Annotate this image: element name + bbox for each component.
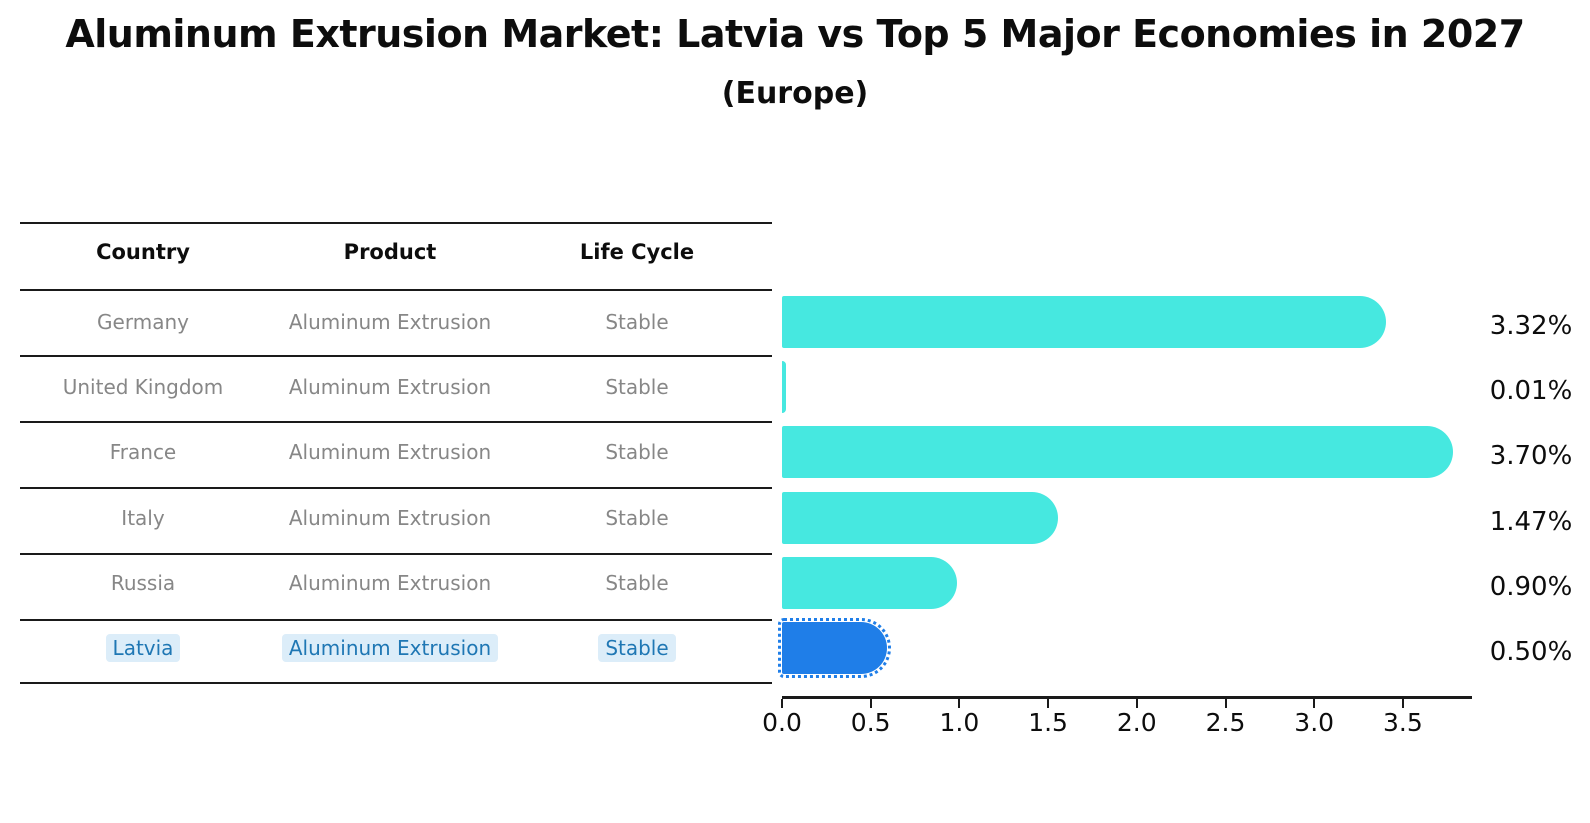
- cell-country: Latvia: [20, 632, 266, 664]
- cell-country: Germany: [97, 310, 189, 334]
- x-axis-tick: [1401, 699, 1404, 708]
- column-header-country: Country: [96, 240, 190, 264]
- chart-title: Aluminum Extrusion Market: Latvia vs Top…: [65, 12, 1525, 56]
- x-axis-tick-label: 0.5: [850, 708, 891, 737]
- cell-life-cycle: Stable: [514, 632, 760, 664]
- bar-value-label-france: 3.70%: [1489, 441, 1573, 472]
- highlighted-country-text: Latvia: [105, 634, 181, 662]
- chart-subtitle: (Europe): [721, 76, 869, 111]
- cell-life-cycle: Stable: [605, 310, 669, 334]
- table-row-russia: Russia Aluminum Extrusion Stable: [20, 567, 772, 599]
- table-row-divider: [20, 553, 772, 555]
- x-axis-tick: [1135, 699, 1138, 708]
- x-axis-tick-label: 3.0: [1294, 708, 1335, 737]
- x-axis-tick-label: 2.5: [1205, 708, 1246, 737]
- x-axis-tick-label: 3.5: [1383, 708, 1423, 737]
- x-axis-tick-label: 0.0: [762, 708, 802, 737]
- x-axis-tick: [958, 699, 961, 708]
- highlighted-life-cycle-text: Stable: [598, 634, 676, 662]
- table-row-divider: [20, 487, 772, 489]
- x-axis-line: [782, 696, 1472, 699]
- cell-product: Aluminum Extrusion: [288, 506, 492, 530]
- bar-united-kingdom: [782, 361, 786, 414]
- bar-italy: [782, 491, 1059, 544]
- bar-value-label-united-kingdom: 0.01%: [1489, 376, 1573, 407]
- country-table: Country Product Life Cycle Germany Alumi…: [20, 222, 772, 684]
- table-row-divider: [20, 355, 772, 357]
- table-row-united-kingdom: United Kingdom Aluminum Extrusion Stable: [20, 371, 772, 403]
- table-row-italy: Italy Aluminum Extrusion Stable: [20, 502, 772, 534]
- bar-value-label-italy: 1.47%: [1489, 506, 1573, 537]
- cell-life-cycle: Stable: [605, 506, 669, 530]
- bar-value-label-germany: 3.32%: [1489, 311, 1573, 341]
- table-row-germany: Germany Aluminum Extrusion Stable: [20, 306, 772, 338]
- x-axis-tick-label: 2.0: [1116, 708, 1157, 737]
- table-row-divider: [20, 619, 772, 621]
- cell-life-cycle: Stable: [605, 571, 669, 595]
- x-axis-tick: [1047, 699, 1050, 708]
- bar-value-label-russia: 0.90%: [1489, 571, 1573, 602]
- highlighted-product-text: Aluminum Extrusion: [281, 634, 499, 662]
- bar-latvia-highlighted: [778, 618, 891, 678]
- cell-country: United Kingdom: [62, 375, 224, 399]
- cell-product: Aluminum Extrusion: [288, 440, 492, 464]
- cell-product: Aluminum Extrusion: [288, 310, 492, 334]
- cell-product: Aluminum Extrusion: [288, 571, 492, 595]
- x-axis-tick: [1224, 699, 1227, 708]
- bar-value-label-latvia: 0.50%: [1489, 637, 1573, 667]
- bar-russia: [782, 556, 958, 609]
- x-axis-tick: [869, 699, 872, 708]
- table-header-row: Country Product Life Cycle: [20, 236, 772, 268]
- column-header-product: Product: [343, 240, 437, 264]
- bar-germany: [782, 296, 1386, 348]
- table-border-top: [20, 222, 772, 224]
- cell-product: Aluminum Extrusion: [288, 375, 492, 399]
- x-axis-tick-label: 1.5: [1028, 708, 1068, 737]
- cell-life-cycle: Stable: [605, 440, 669, 464]
- table-header-divider: [20, 289, 772, 291]
- bar-france: [782, 426, 1453, 479]
- x-axis-tick-label: 1.0: [939, 708, 980, 737]
- table-row-france: France Aluminum Extrusion Stable: [20, 436, 772, 468]
- x-axis-tick: [1313, 699, 1316, 708]
- x-axis-tick: [781, 699, 783, 708]
- cell-product: Aluminum Extrusion: [266, 632, 514, 664]
- cell-life-cycle: Stable: [605, 375, 669, 399]
- table-row-latvia-highlighted: Latvia Aluminum Extrusion Stable: [20, 632, 772, 664]
- cell-country: Italy: [121, 506, 165, 530]
- table-row-divider: [20, 421, 772, 423]
- table-border-bottom: [20, 682, 772, 684]
- cell-country: France: [109, 440, 177, 464]
- cell-country: Russia: [110, 571, 176, 595]
- column-header-life-cycle: Life Cycle: [579, 240, 695, 264]
